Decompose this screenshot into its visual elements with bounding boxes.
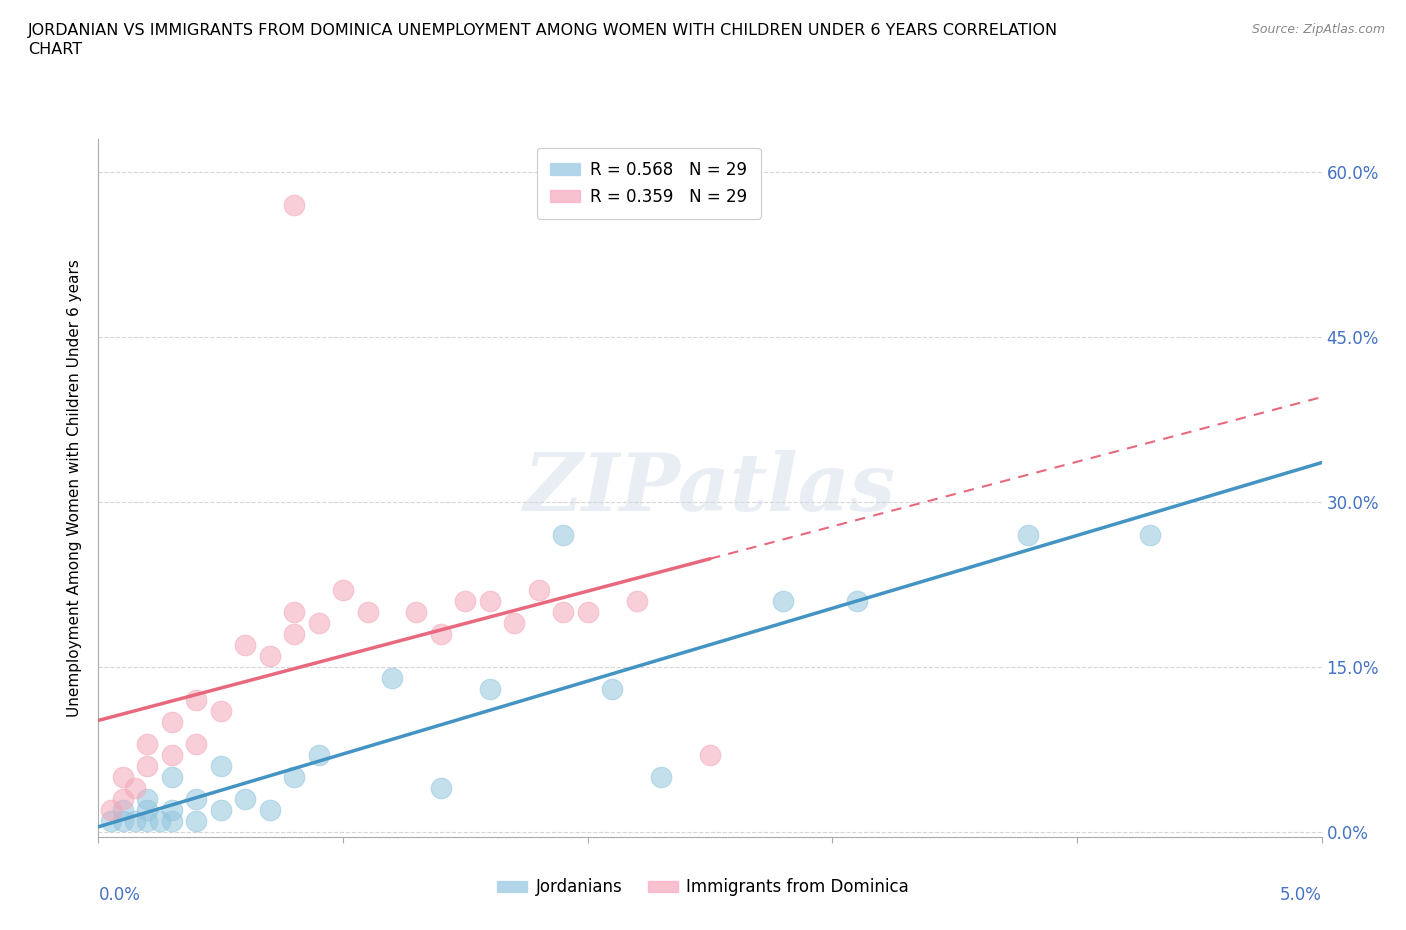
Text: CHART: CHART [28,42,82,57]
Point [478,682,501,697]
Point [124,780,146,795]
Text: JORDANIAN VS IMMIGRANTS FROM DOMINICA UNEMPLOYMENT AMONG WOMEN WITH CHILDREN UND: JORDANIAN VS IMMIGRANTS FROM DOMINICA UN… [28,23,1059,38]
Point [699,747,721,762]
Point [1139,527,1161,542]
Point [283,769,305,784]
Point [576,604,599,619]
Point [233,637,256,652]
Point [100,813,122,828]
Text: ZIPatlas: ZIPatlas [524,449,896,527]
Text: 0.0%: 0.0% [98,885,141,904]
Point [553,527,575,542]
Point [111,769,134,784]
Point [160,714,183,729]
Point [650,769,672,784]
Point [503,616,526,631]
Point [100,802,122,817]
Point [845,593,868,608]
Point [259,802,281,817]
Legend: Jordanians, Immigrants from Dominica: Jordanians, Immigrants from Dominica [491,871,915,903]
Point [136,737,159,751]
Point [430,780,453,795]
Y-axis label: Unemployment Among Women with Children Under 6 years: Unemployment Among Women with Children U… [67,259,83,717]
Point [478,593,501,608]
Point [454,593,477,608]
Point [527,582,550,597]
Point [186,737,208,751]
Point [381,671,404,685]
Point [283,626,305,641]
Point [308,616,330,631]
Point [136,813,159,828]
Text: Source: ZipAtlas.com: Source: ZipAtlas.com [1251,23,1385,36]
Point [308,747,330,762]
Point [111,802,134,817]
Point [160,769,183,784]
Point [283,198,305,213]
Point [553,604,575,619]
Point [160,813,183,828]
Point [405,604,427,619]
Point [233,791,256,806]
Point [186,692,208,707]
Legend: R = 0.568   N = 29, R = 0.359   N = 29: R = 0.568 N = 29, R = 0.359 N = 29 [537,148,761,219]
Point [209,703,232,718]
Point [111,791,134,806]
Point [209,758,232,773]
Point [283,604,305,619]
Point [186,813,208,828]
Point [209,802,232,817]
Point [259,648,281,663]
Point [136,791,159,806]
Point [430,626,453,641]
Point [160,747,183,762]
Point [1017,527,1039,542]
Point [149,813,172,828]
Text: 5.0%: 5.0% [1279,885,1322,904]
Point [332,582,354,597]
Point [186,791,208,806]
Point [136,802,159,817]
Point [626,593,648,608]
Point [356,604,378,619]
Point [160,802,183,817]
Point [111,813,134,828]
Point [600,682,623,697]
Point [124,813,146,828]
Point [772,593,794,608]
Point [136,758,159,773]
